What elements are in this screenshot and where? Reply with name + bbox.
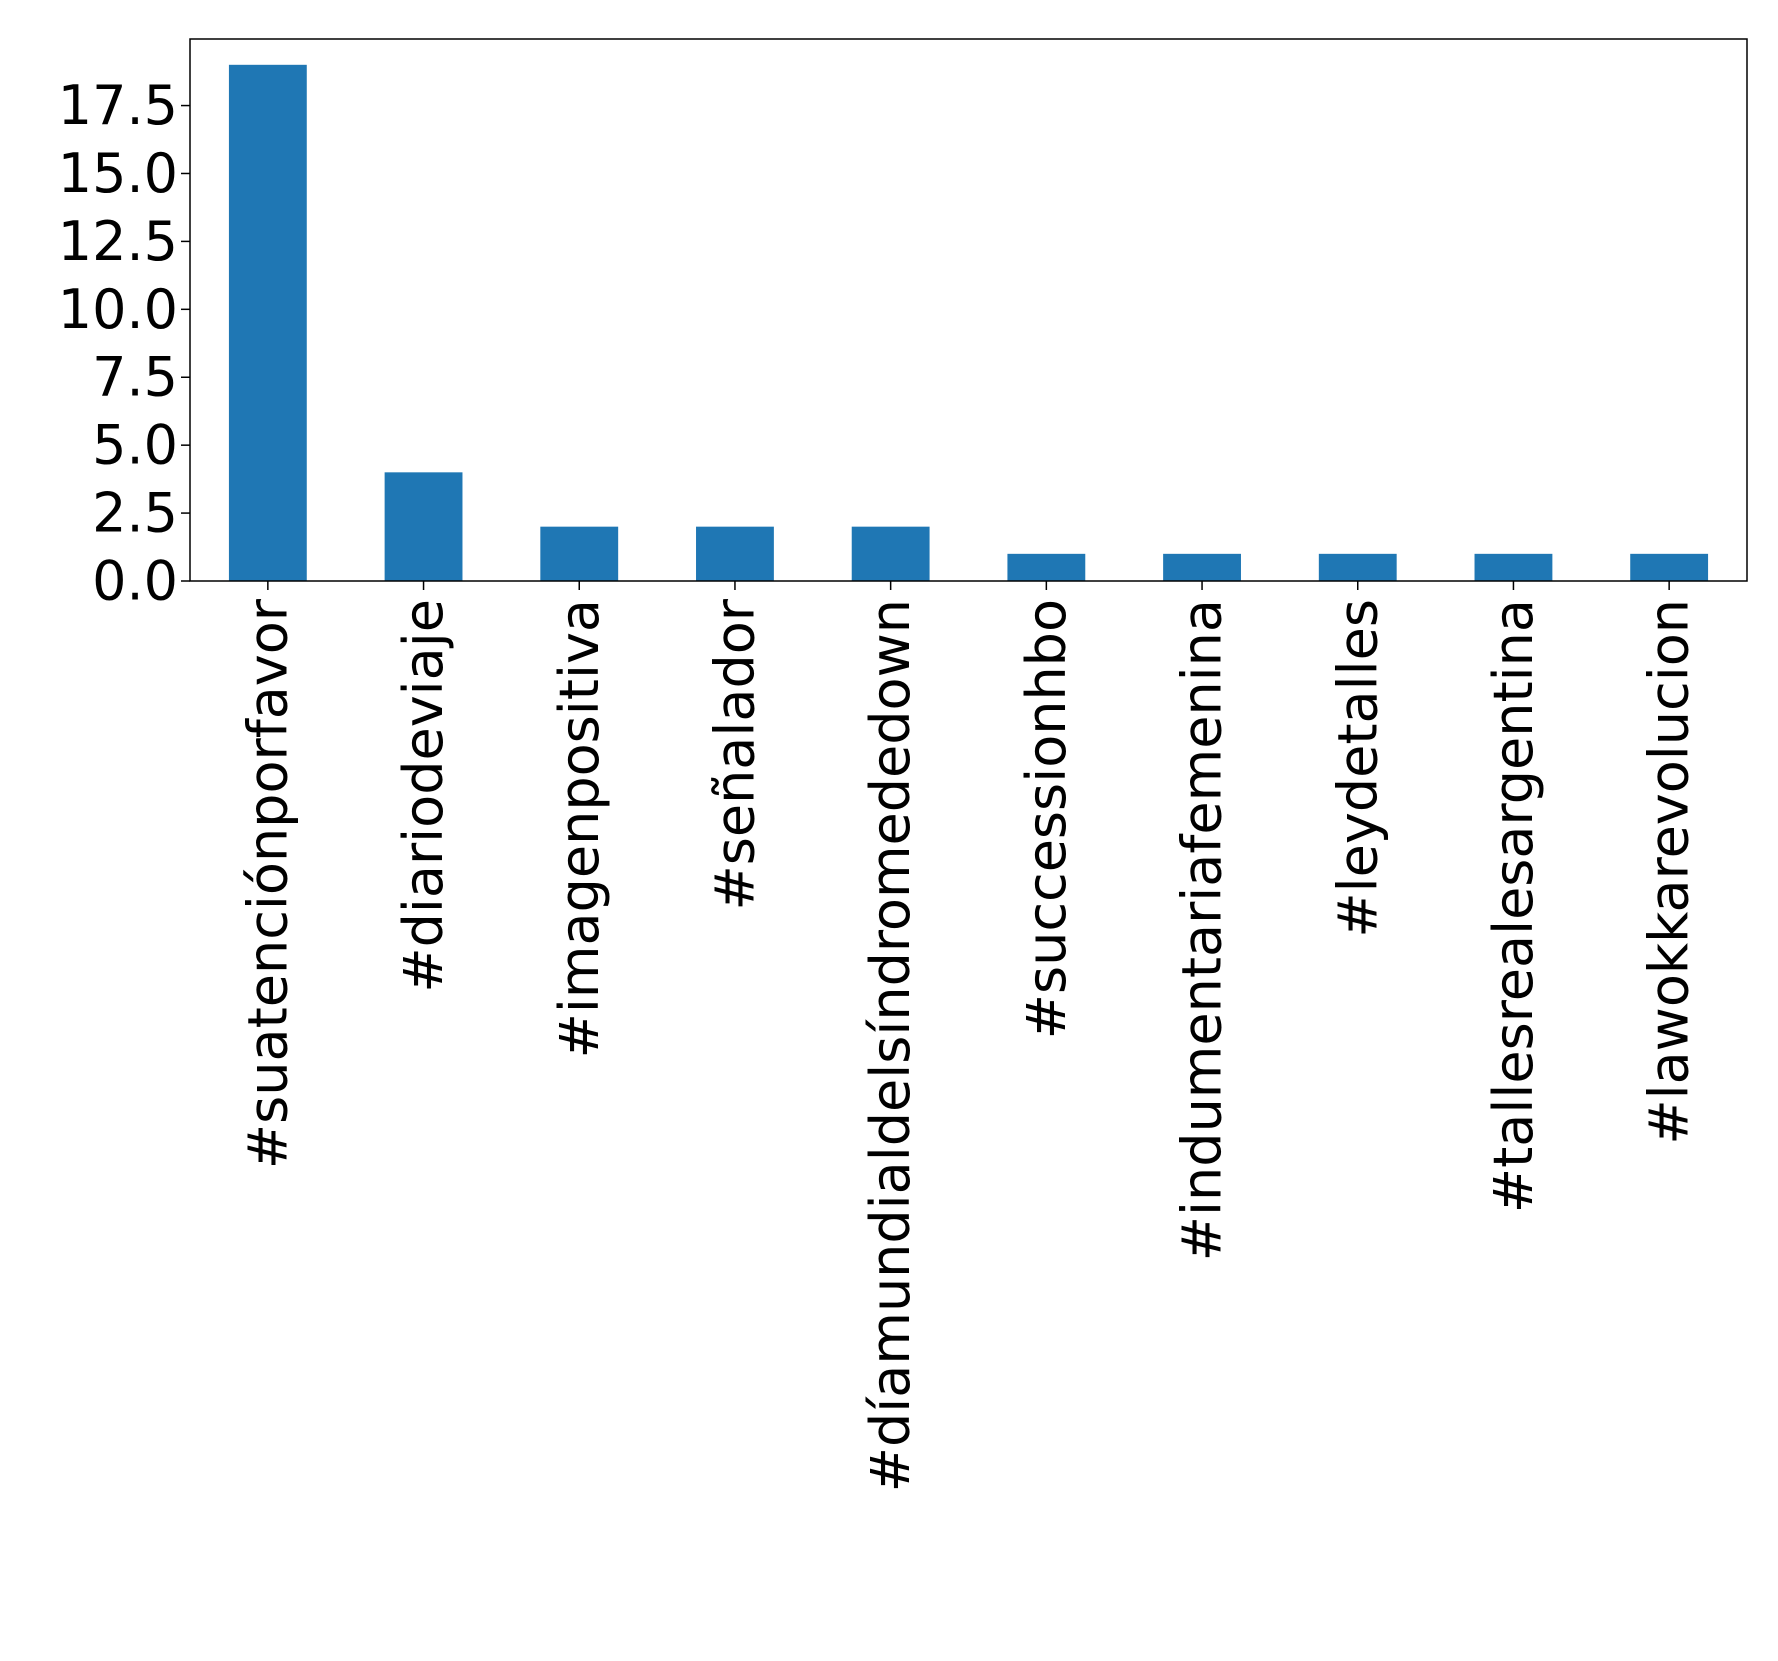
x-tick-label: #tallesrealesargentina xyxy=(1482,599,1545,1213)
plot-frame xyxy=(189,38,1748,582)
x-tick-label: #successionhbo xyxy=(1015,599,1078,1039)
x-tick-label: #indumentariafemenina xyxy=(1171,599,1234,1261)
bar xyxy=(540,526,619,581)
x-tick-label: #suatenciónporfavor xyxy=(236,598,299,1169)
x-tick-label: #lawokkarevolucion xyxy=(1638,599,1701,1145)
x-tick-label: #diariodeviaje xyxy=(392,599,455,993)
bar xyxy=(384,472,463,581)
bar xyxy=(1474,553,1553,581)
bar xyxy=(1630,553,1709,581)
y-tick-label: 12.5 xyxy=(58,210,178,273)
bar xyxy=(1007,553,1086,581)
x-axis: #suatenciónporfavor #diariodeviaje #imagen… xyxy=(236,581,1701,1492)
y-tick-label: 15.0 xyxy=(58,142,178,205)
bar xyxy=(1318,553,1397,581)
y-tick-label: 0.0 xyxy=(92,550,178,613)
bar xyxy=(1163,553,1241,581)
bar xyxy=(696,526,774,581)
y-tick-label: 17.5 xyxy=(58,74,178,137)
y-tick-label: 5.0 xyxy=(92,414,178,477)
bar xyxy=(228,64,307,582)
y-axis: 0.02.55.07.510.012.515.017.5 xyxy=(58,74,190,613)
bars-group xyxy=(228,64,1709,582)
x-tick-label: #leydetalles xyxy=(1326,599,1389,938)
y-tick-label: 7.5 xyxy=(92,346,178,409)
x-tick-label: #señalador xyxy=(703,598,766,910)
x-tick-label: #imagenpositiva xyxy=(548,599,611,1058)
y-tick-label: 2.5 xyxy=(92,482,178,545)
bar xyxy=(851,526,930,581)
y-tick-label: 10.0 xyxy=(58,278,178,341)
x-tick-label: #díamundialdelsíndromededown xyxy=(859,599,922,1492)
